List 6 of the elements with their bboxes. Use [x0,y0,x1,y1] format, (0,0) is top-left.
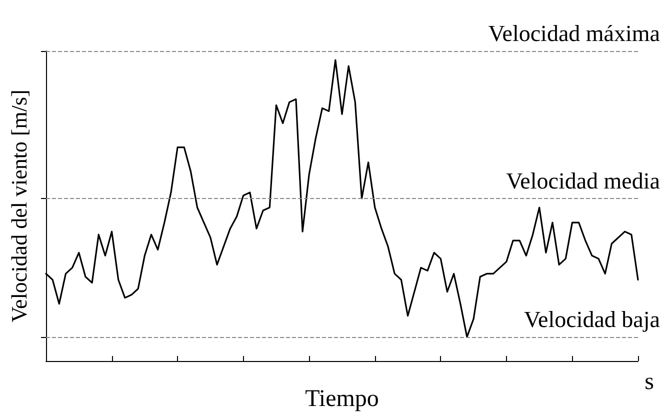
ref-line-label: Velocidad baja [524,306,660,332]
ref-line-label: Velocidad máxima [488,21,660,46]
text: s [644,369,654,395]
ref-line-label: Velocidad media [506,168,660,194]
x-axis-title: Tiempo [305,386,379,412]
y-axis-title: Velocidad del viento [m/s] [6,90,32,322]
